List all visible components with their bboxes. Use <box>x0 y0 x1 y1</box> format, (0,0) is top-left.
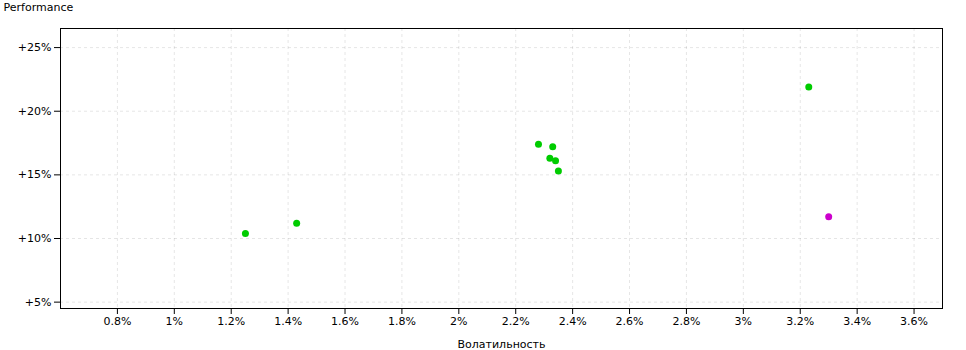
svg-text:+20%: +20% <box>18 105 52 118</box>
svg-text:+25%: +25% <box>18 41 52 54</box>
svg-text:1.4%: 1.4% <box>274 315 302 328</box>
svg-text:0.8%: 0.8% <box>103 315 131 328</box>
svg-text:2.8%: 2.8% <box>672 315 700 328</box>
svg-text:+5%: +5% <box>25 296 52 309</box>
svg-text:Performance: Performance <box>4 1 74 14</box>
svg-text:1.2%: 1.2% <box>217 315 245 328</box>
svg-text:2%: 2% <box>450 315 467 328</box>
svg-text:1%: 1% <box>166 315 183 328</box>
svg-text:+10%: +10% <box>18 232 52 245</box>
svg-text:1.6%: 1.6% <box>331 315 359 328</box>
svg-text:2.2%: 2.2% <box>502 315 530 328</box>
svg-text:3.4%: 3.4% <box>843 315 871 328</box>
svg-text:2.4%: 2.4% <box>559 315 587 328</box>
svg-text:3.2%: 3.2% <box>786 315 814 328</box>
svg-text:Волатильность: Волатильность <box>458 338 546 350</box>
svg-text:1.8%: 1.8% <box>388 315 416 328</box>
svg-text:3%: 3% <box>735 315 752 328</box>
svg-text:+15%: +15% <box>18 168 52 181</box>
svg-text:3.6%: 3.6% <box>900 315 928 328</box>
svg-text:2.6%: 2.6% <box>616 315 644 328</box>
